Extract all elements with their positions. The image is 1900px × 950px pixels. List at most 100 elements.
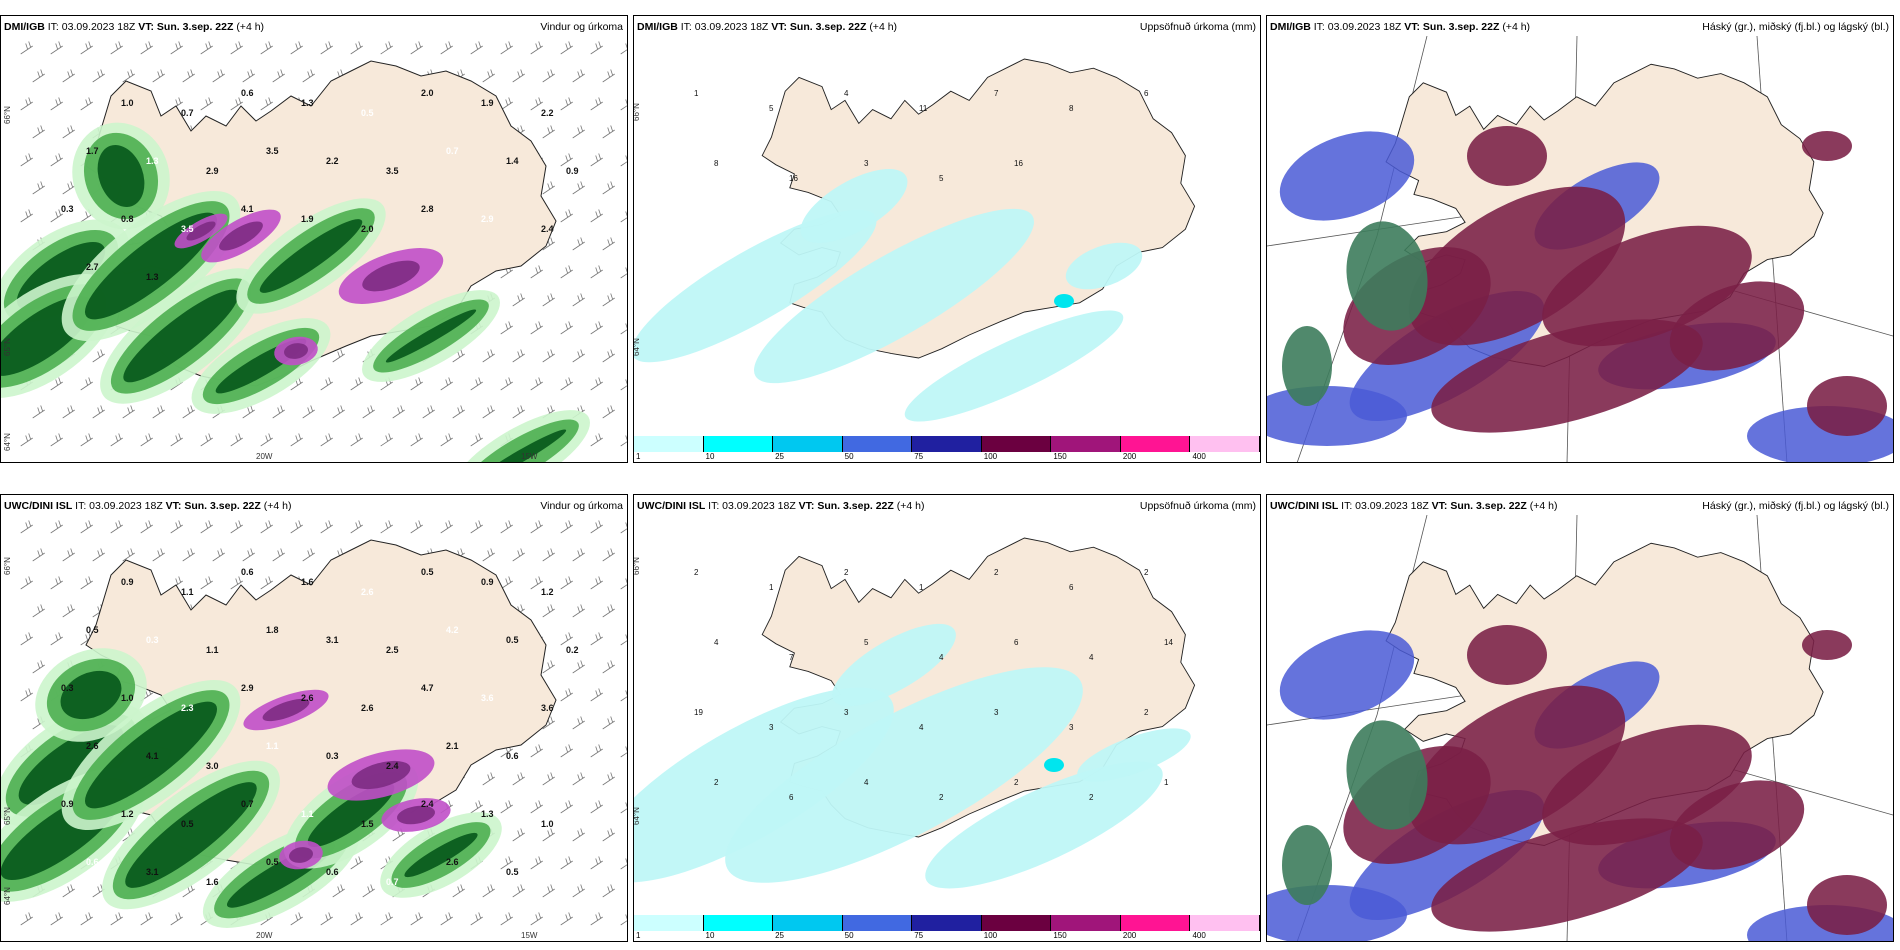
wind-barb xyxy=(80,520,93,534)
panel-header: DMI/IGB IT: 03.09.2023 18Z VT: Sun. 3.se… xyxy=(4,21,265,33)
lon-label: 15W xyxy=(521,452,538,461)
map-view[interactable]: 2 1 2 1 2 6 2 4 7 5 4 6 4 14 19 3 3 4 3 3 2 2 6 4 2 2 2 1 xyxy=(634,515,1260,915)
precip-value: 2.1 xyxy=(446,741,459,751)
map-view[interactable]: 0.6 1.0 0.7 0.6 1.3 0.5 2.0 1.9 2.2 1.7 1.3 2.9 3.5 2… xyxy=(1,36,627,463)
precip-value: 3.6 xyxy=(481,693,494,703)
colorbar-label: 50 xyxy=(844,452,854,461)
precip-value: 3.6 xyxy=(541,703,554,713)
wind-barb xyxy=(122,405,135,419)
precip-value: 2.9 xyxy=(206,166,219,176)
accum-value: 3 xyxy=(1069,723,1074,732)
accum-value: 2 xyxy=(994,568,999,577)
wind-barb xyxy=(620,914,627,926)
wind-barb xyxy=(602,237,615,251)
precip-value: 0.9 xyxy=(481,577,494,587)
cloud-high xyxy=(1282,825,1332,905)
wind-barb xyxy=(410,41,423,55)
wind-barb xyxy=(572,293,585,307)
wind-barb xyxy=(62,69,75,83)
colorbar-label: 25 xyxy=(775,931,785,940)
precip-value: 2.2 xyxy=(326,156,339,166)
wind-barb xyxy=(542,660,555,674)
map-view[interactable]: 1 5 4 11 7 8 6 8 16 3 5 16 xyxy=(634,36,1260,436)
wind-barb xyxy=(482,884,495,898)
wind-barb xyxy=(620,211,627,223)
cloud-mid xyxy=(1431,818,1703,932)
wind-barb xyxy=(602,69,615,83)
precip-value: 0.9 xyxy=(566,166,579,176)
panel-header: UWC/DINI ISL IT: 03.09.2023 18Z VT: Sun.… xyxy=(637,500,925,512)
wind-barb xyxy=(332,405,345,419)
lat-label: 66°N xyxy=(633,103,641,121)
wind-barb xyxy=(50,153,63,167)
precip-value: 2.4 xyxy=(541,224,554,234)
panel-uwc-accum: UWC/DINI ISL IT: 03.09.2023 18Z VT: Sun.… xyxy=(633,494,1261,942)
wind-barb xyxy=(140,41,153,55)
wind-barb xyxy=(560,41,573,55)
map-view[interactable] xyxy=(1267,36,1893,463)
wind-barb xyxy=(470,912,483,926)
wind-barb xyxy=(500,377,513,391)
accum-area xyxy=(832,623,956,707)
wind-barb xyxy=(572,772,585,786)
panel-header: DMI/IGB IT: 03.09.2023 18Z VT: Sun. 3.se… xyxy=(1270,21,1531,33)
map-view[interactable]: 1.4 0.9 1.1 0.6 1.6 2.6 0.5 0.9 1.2 0.5 0.3 1.1 1.8 3… xyxy=(1,515,627,942)
panel-uwc-wind-precip: UWC/DINI ISL IT: 03.09.2023 18Z VT: Sun.… xyxy=(0,494,628,942)
wind-barb xyxy=(20,153,33,167)
cloud-mid xyxy=(1669,780,1805,870)
colorbar-label: 150 xyxy=(1053,452,1067,461)
panel-title: Háský (gr.), miðský (fj.bl.) og lágský (… xyxy=(1702,21,1889,33)
wind-barb xyxy=(182,548,195,562)
panel-dmi-wind-precip: DMI/IGB IT: 03.09.2023 18Z VT: Sun. 3.se… xyxy=(0,15,628,463)
colorbar-segment xyxy=(842,915,913,931)
wind-barb xyxy=(542,293,555,307)
lon-label: 20W xyxy=(256,452,273,461)
precip-value: 1.6 xyxy=(206,877,219,887)
wind-barb xyxy=(512,69,525,83)
wind-barb xyxy=(230,433,243,447)
wind-barb xyxy=(80,377,93,391)
accum-area xyxy=(634,687,894,883)
accum-area xyxy=(1077,728,1191,782)
wind-barb xyxy=(530,744,543,758)
wind-barb xyxy=(50,433,63,447)
accum-value: 1 xyxy=(919,583,924,592)
wind-barb xyxy=(482,69,495,83)
wind-barb xyxy=(440,433,453,447)
wind-barb xyxy=(242,548,255,562)
lat-label: 65°N xyxy=(3,338,12,356)
wind-barb xyxy=(260,576,273,590)
wind-barb xyxy=(560,800,573,814)
precip-value: 1.0 xyxy=(541,819,554,829)
accum-value: 6 xyxy=(1069,583,1074,592)
wind-barb xyxy=(50,377,63,391)
wind-barb xyxy=(500,856,513,870)
precip-value: 0.6 xyxy=(241,567,254,577)
map-view[interactable] xyxy=(1267,515,1893,942)
accum-value: 2 xyxy=(1014,778,1019,787)
cloud-mid xyxy=(1807,376,1887,436)
precip-value: 0.5 xyxy=(86,625,99,635)
precip-value: 0.5 xyxy=(421,567,434,577)
accum-value: 3 xyxy=(864,159,869,168)
precip-value: 1.7 xyxy=(86,146,99,156)
precip-value: 1.1 xyxy=(266,741,279,751)
colorbar-label: 10 xyxy=(705,931,715,940)
wind-barb xyxy=(560,520,573,534)
wind-barb xyxy=(380,912,393,926)
precip-value: 1.4 xyxy=(506,156,519,166)
wind-barb xyxy=(590,265,603,279)
value-labels: 1 5 4 11 7 8 6 8 16 3 5 16 xyxy=(694,89,1149,183)
cloud-high xyxy=(1346,720,1428,830)
wind-barb xyxy=(470,520,483,534)
lon-label: 15W xyxy=(521,931,538,940)
colorbar-label: 100 xyxy=(983,452,998,461)
panel-header: UWC/DINI ISL IT: 03.09.2023 18Z VT: Sun.… xyxy=(1270,500,1558,512)
accum-value: 7 xyxy=(789,653,794,662)
wind-barb xyxy=(260,41,273,55)
wind-barb xyxy=(272,69,285,83)
wind-barb xyxy=(140,433,153,447)
wind-barb xyxy=(80,576,93,590)
precip-value: 1.3 xyxy=(481,809,494,819)
wind-barb xyxy=(620,634,627,646)
